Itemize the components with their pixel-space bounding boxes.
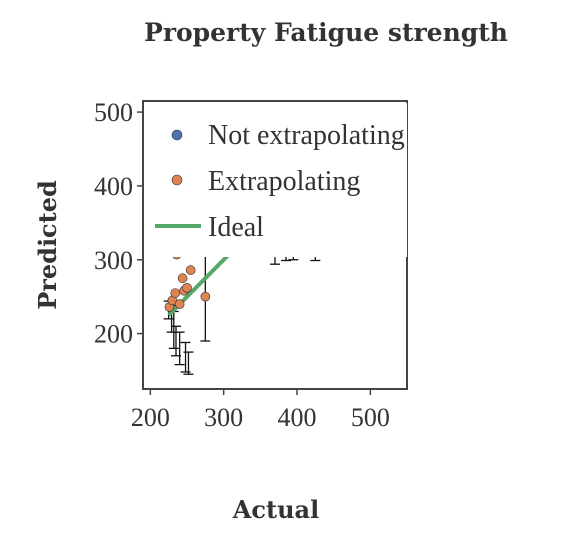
y-tick-label-400: 400 — [94, 172, 133, 201]
legend-label-extrapolating: Extrapolating — [208, 166, 360, 197]
point-extrapolating — [182, 283, 192, 293]
legend: Not extrapolating Extrapolating Ideal — [145, 103, 407, 257]
legend-marker-not-extrapolating — [171, 129, 183, 141]
x-tick-label-400: 400 — [278, 403, 317, 432]
y-axis: 200 300 400 500 — [94, 98, 143, 349]
y-tick-label-200: 200 — [94, 320, 133, 349]
y-axis-label: Predicted — [33, 180, 62, 310]
point-extrapolating — [170, 288, 181, 298]
x-tick-label-200: 200 — [131, 403, 170, 432]
x-axis: 200 300 400 500 — [131, 389, 390, 432]
point-extrapolating — [177, 273, 188, 284]
y-tick-label-500: 500 — [94, 98, 133, 127]
y-tick-label-300: 300 — [94, 246, 133, 275]
legend-label-ideal: Ideal — [208, 212, 264, 243]
point-extrapolating — [200, 291, 211, 302]
point-extrapolating — [185, 265, 196, 275]
x-tick-label-500: 500 — [351, 403, 390, 432]
x-axis-label: Actual — [232, 495, 319, 524]
legend-background — [145, 103, 407, 257]
x-tick-label-300: 300 — [204, 403, 243, 432]
legend-marker-extrapolating — [171, 174, 183, 186]
legend-label-not-extrapolating: Not extrapolating — [208, 120, 405, 151]
chart-title: Property Fatigue strength — [144, 18, 508, 47]
point-extrapolating — [174, 299, 185, 309]
